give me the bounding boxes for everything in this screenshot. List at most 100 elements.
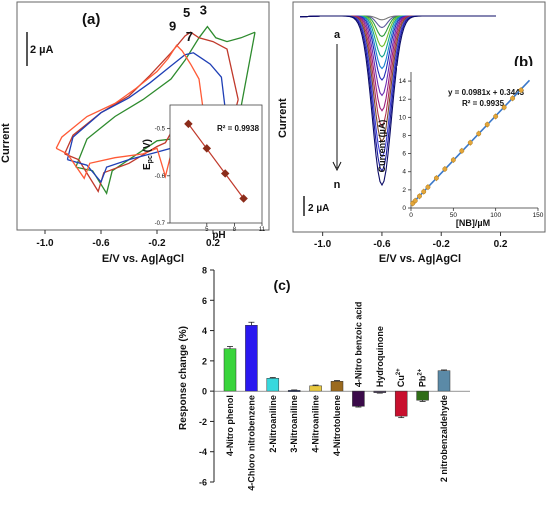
y-tick-label: -4 (199, 447, 207, 457)
inset-b-r2: R² = 0.9935 (462, 99, 505, 108)
bar-2-nitrobenzaldehyde (437, 370, 451, 392)
inset-b-xlabel: [NB]/µM (456, 218, 490, 228)
inset-data-point (239, 194, 248, 203)
inset-a-marks (184, 119, 248, 203)
inset-a-xlabel: pH (212, 230, 225, 241)
category-label: 4-Nitrotoluene (332, 395, 342, 456)
panel-a-inset: Epc (V) pH R² = 0.9938 5 8 11 -0.5 -0.6 -0.7 (142, 104, 266, 241)
inset-b-ticks: 0 50 100 150 0 2 4 6 8 10 12 14 (399, 72, 544, 219)
panel-b-inset: Current (µA) [NB]/µM y = 0.0981x + 0.344… (377, 66, 544, 228)
panel-b-xlabel: E/V vs. Ag|AgCl (379, 253, 461, 265)
cv-curve-label-9: 9 (169, 18, 176, 33)
x-tick-label: 0.2 (494, 239, 508, 250)
inset-data-point (433, 175, 439, 181)
panel-b-arrow-end: n (334, 179, 341, 191)
inset-data-point (510, 95, 516, 101)
inset-y-tick-label: -0.7 (155, 221, 166, 227)
cv-curve-label-3: 3 (200, 3, 207, 18)
y-tick-label: 6 (202, 296, 207, 306)
y-tick-label: -2 (199, 417, 207, 427)
panel-c-label: (c) (273, 277, 290, 293)
panel-a: (a) Current 2 µA -1.0 -0.6 -0.2 0.2 E/V vs.… (0, 1, 270, 265)
x-tick-label: -0.2 (148, 238, 166, 249)
x-tick-label: -0.6 (373, 239, 391, 250)
bar-3-nitroaniline (287, 390, 301, 392)
bar-cu (394, 390, 408, 417)
inset-data-point (484, 122, 490, 128)
inset-b-marks (410, 79, 531, 207)
inset-x-tick-label: 0 (409, 212, 413, 219)
bar-4-nitro-benzoic-acid (352, 390, 365, 407)
inset-x-tick-label: 100 (490, 212, 501, 219)
category-label: 2-Nitroaniline (268, 395, 278, 453)
inset-y-tick-label: -0.6 (155, 174, 166, 180)
inset-a-r2: R² = 0.9938 (217, 124, 260, 133)
y-tick-label: 0 (202, 387, 207, 397)
inset-y-tick-label: 12 (399, 96, 407, 103)
inset-x-tick-label: 5 (205, 227, 209, 233)
panel-b-arrow-start: a (334, 29, 341, 41)
bar-4-chloro-nitrobenzene (245, 325, 258, 392)
inset-data-point (202, 144, 212, 153)
inset-y-tick-label: 8 (402, 132, 406, 139)
y-tick-label: 4 (202, 326, 207, 336)
category-label: 4-Nitro phenol (225, 395, 235, 456)
category-label: Hydroquinone (375, 326, 385, 387)
dpv-curve (299, 15, 496, 187)
inset-data-point (476, 131, 482, 137)
panel-b-curves (299, 15, 496, 187)
panel-b-arrowhead (332, 161, 342, 172)
inset-x-tick-label: 50 (450, 212, 458, 219)
bar-2-nitroaniline (266, 378, 280, 392)
panel-b: (b) Current 2 µA a n -1.0 -0.6 -0.2 0.2 E/V… (277, 1, 546, 265)
inset-y-tick-label: -0.5 (155, 127, 166, 133)
x-tick-label: -1.0 (36, 238, 54, 249)
inset-data-point (425, 184, 431, 190)
bar-4-nitroaniline (309, 385, 322, 392)
cv-curve-3-reverse (75, 25, 256, 168)
panel-a-ylabel: Current (0, 123, 12, 163)
cv-curve-label-5: 5 (183, 5, 190, 20)
panel-a-xlabel: E/V vs. Ag|AgCl (102, 253, 184, 265)
panel-a-label: (a) (82, 11, 100, 28)
inset-y-tick-label: 2 (402, 187, 406, 194)
inset-y-tick-label: 6 (402, 151, 406, 158)
inset-x-tick-label: 11 (259, 227, 266, 233)
x-tick-label: -0.6 (92, 238, 110, 249)
bar-pb (416, 390, 429, 401)
x-tick-label: 0.2 (206, 238, 220, 249)
category-label: 4-Chloro nitrobenzene (246, 395, 256, 491)
bar-4-nitro-phenol (223, 348, 237, 392)
bar-hydroquinone (373, 390, 387, 393)
category-label: 4-Nitroaniline (311, 395, 321, 453)
y-tick-label: -6 (199, 478, 207, 488)
inset-x-tick-label: 8 (233, 227, 237, 233)
inset-data-point (450, 157, 456, 163)
inset-y-tick-label: 0 (402, 205, 406, 212)
category-label: Pb2+ (418, 368, 428, 387)
panel-c-ylabel: Response change (%) (178, 326, 189, 430)
inset-a-ticks: 5 8 11 -0.5 -0.6 -0.7 (155, 127, 266, 233)
category-label: 2 nitrobenzaldehyde (439, 395, 449, 482)
inset-data-point (417, 193, 422, 199)
category-label: 4-Nitro benzoic acid (353, 302, 363, 388)
x-tick-label: -1.0 (314, 239, 332, 250)
panel-b-x-ticks: -1.0 -0.6 -0.2 0.2 (314, 232, 508, 250)
inset-y-tick-label: 4 (402, 169, 406, 176)
panel-c: (c) Response change (%) 8 6 4 2 0 -2 -4 -6 4-Ni… (178, 266, 470, 491)
bar-4-nitrotoluene (330, 381, 344, 392)
inset-y-tick-label: 14 (399, 78, 407, 85)
x-tick-label: -0.2 (433, 239, 451, 250)
y-tick-label: 8 (202, 266, 207, 276)
inset-data-point (220, 169, 230, 178)
inset-y-tick-label: 10 (399, 114, 407, 121)
panel-c-bars: 4-Nitro phenol 4-Chloro nitrobenzene 2-Nit… (223, 302, 451, 491)
inset-data-point (442, 166, 448, 172)
cv-curve-label-7: 7 (186, 29, 193, 44)
inset-a-ylabel: Epc (V) (142, 139, 154, 170)
inset-data-point (518, 87, 524, 93)
inset-b-equation: y = 0.0981x + 0.3443 (448, 88, 525, 97)
inset-data-point (184, 119, 193, 129)
inset-b-ylabel: Current (µA) (377, 120, 387, 173)
